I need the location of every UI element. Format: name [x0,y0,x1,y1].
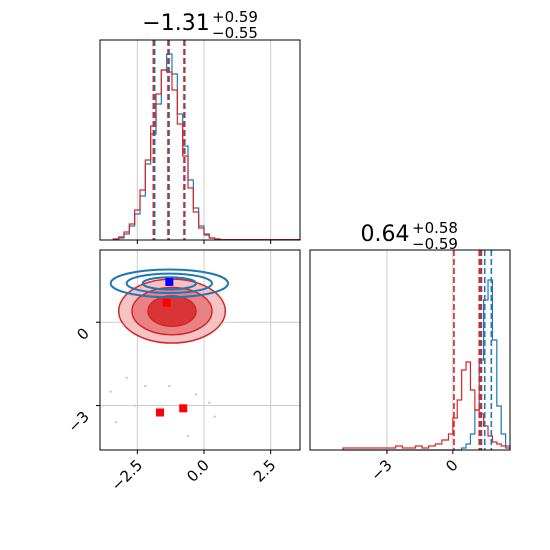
hist2-series-1 [342,361,511,450]
title-param-2-main: 0.64 [361,222,410,247]
outlier-point-1 [114,421,118,424]
outlier-point-2 [168,384,171,388]
outlier-point-5 [194,393,198,396]
contour-ytick-label-0: 0 [73,324,92,343]
title-param-2-sup: +0.58 [412,219,458,237]
outlier-point-3 [186,434,190,438]
hist1-series-1 [112,69,301,241]
hist2-xtick-label-0: −3 [367,456,395,484]
histogram-panel-param-2: −3 0 [309,249,511,484]
title-param-1-sub: −0.55 [212,24,258,42]
blue-contour-level-0 [109,268,229,299]
red-contour-level-2 [147,295,197,328]
outlier-point-7 [125,376,128,379]
hist2-frame [309,249,511,451]
contour-xtick-label-2: 2.5 [250,456,280,486]
marker-square-2 [156,408,164,417]
contour-xtick-label-0: −2.5 [108,456,146,494]
title-param-1-main: −1.31 [142,11,209,36]
contour-xtick-label-1: 0.0 [183,456,213,486]
outlier-point-4 [133,404,136,407]
outlier-point-8 [208,401,211,404]
hist2-xtick-label-1: 0 [442,456,461,475]
marker-square-1 [162,298,171,307]
hist1-frame [99,39,301,241]
title-param-1: −1.31 [142,11,209,36]
outlier-point-0 [109,390,112,393]
outlier-point-9 [144,384,147,388]
blue-contour-level-1 [125,272,213,295]
histogram-panel-param-1 [99,39,301,244]
contour-ytick-label-1: −3 [64,408,92,436]
outlier-point-6 [213,415,216,418]
blue-contour-level-2 [141,276,197,291]
marker-square-3 [179,404,188,413]
marker-square-0 [165,277,174,286]
title-param-1-sup: +0.59 [212,8,258,26]
contour-frame [99,249,301,451]
hist1-series-0 [112,53,301,241]
contour-panel-2d: 0 −3 −2.5 0.0 2.5 [64,249,301,495]
title-param-2-sub: −0.59 [412,235,458,253]
